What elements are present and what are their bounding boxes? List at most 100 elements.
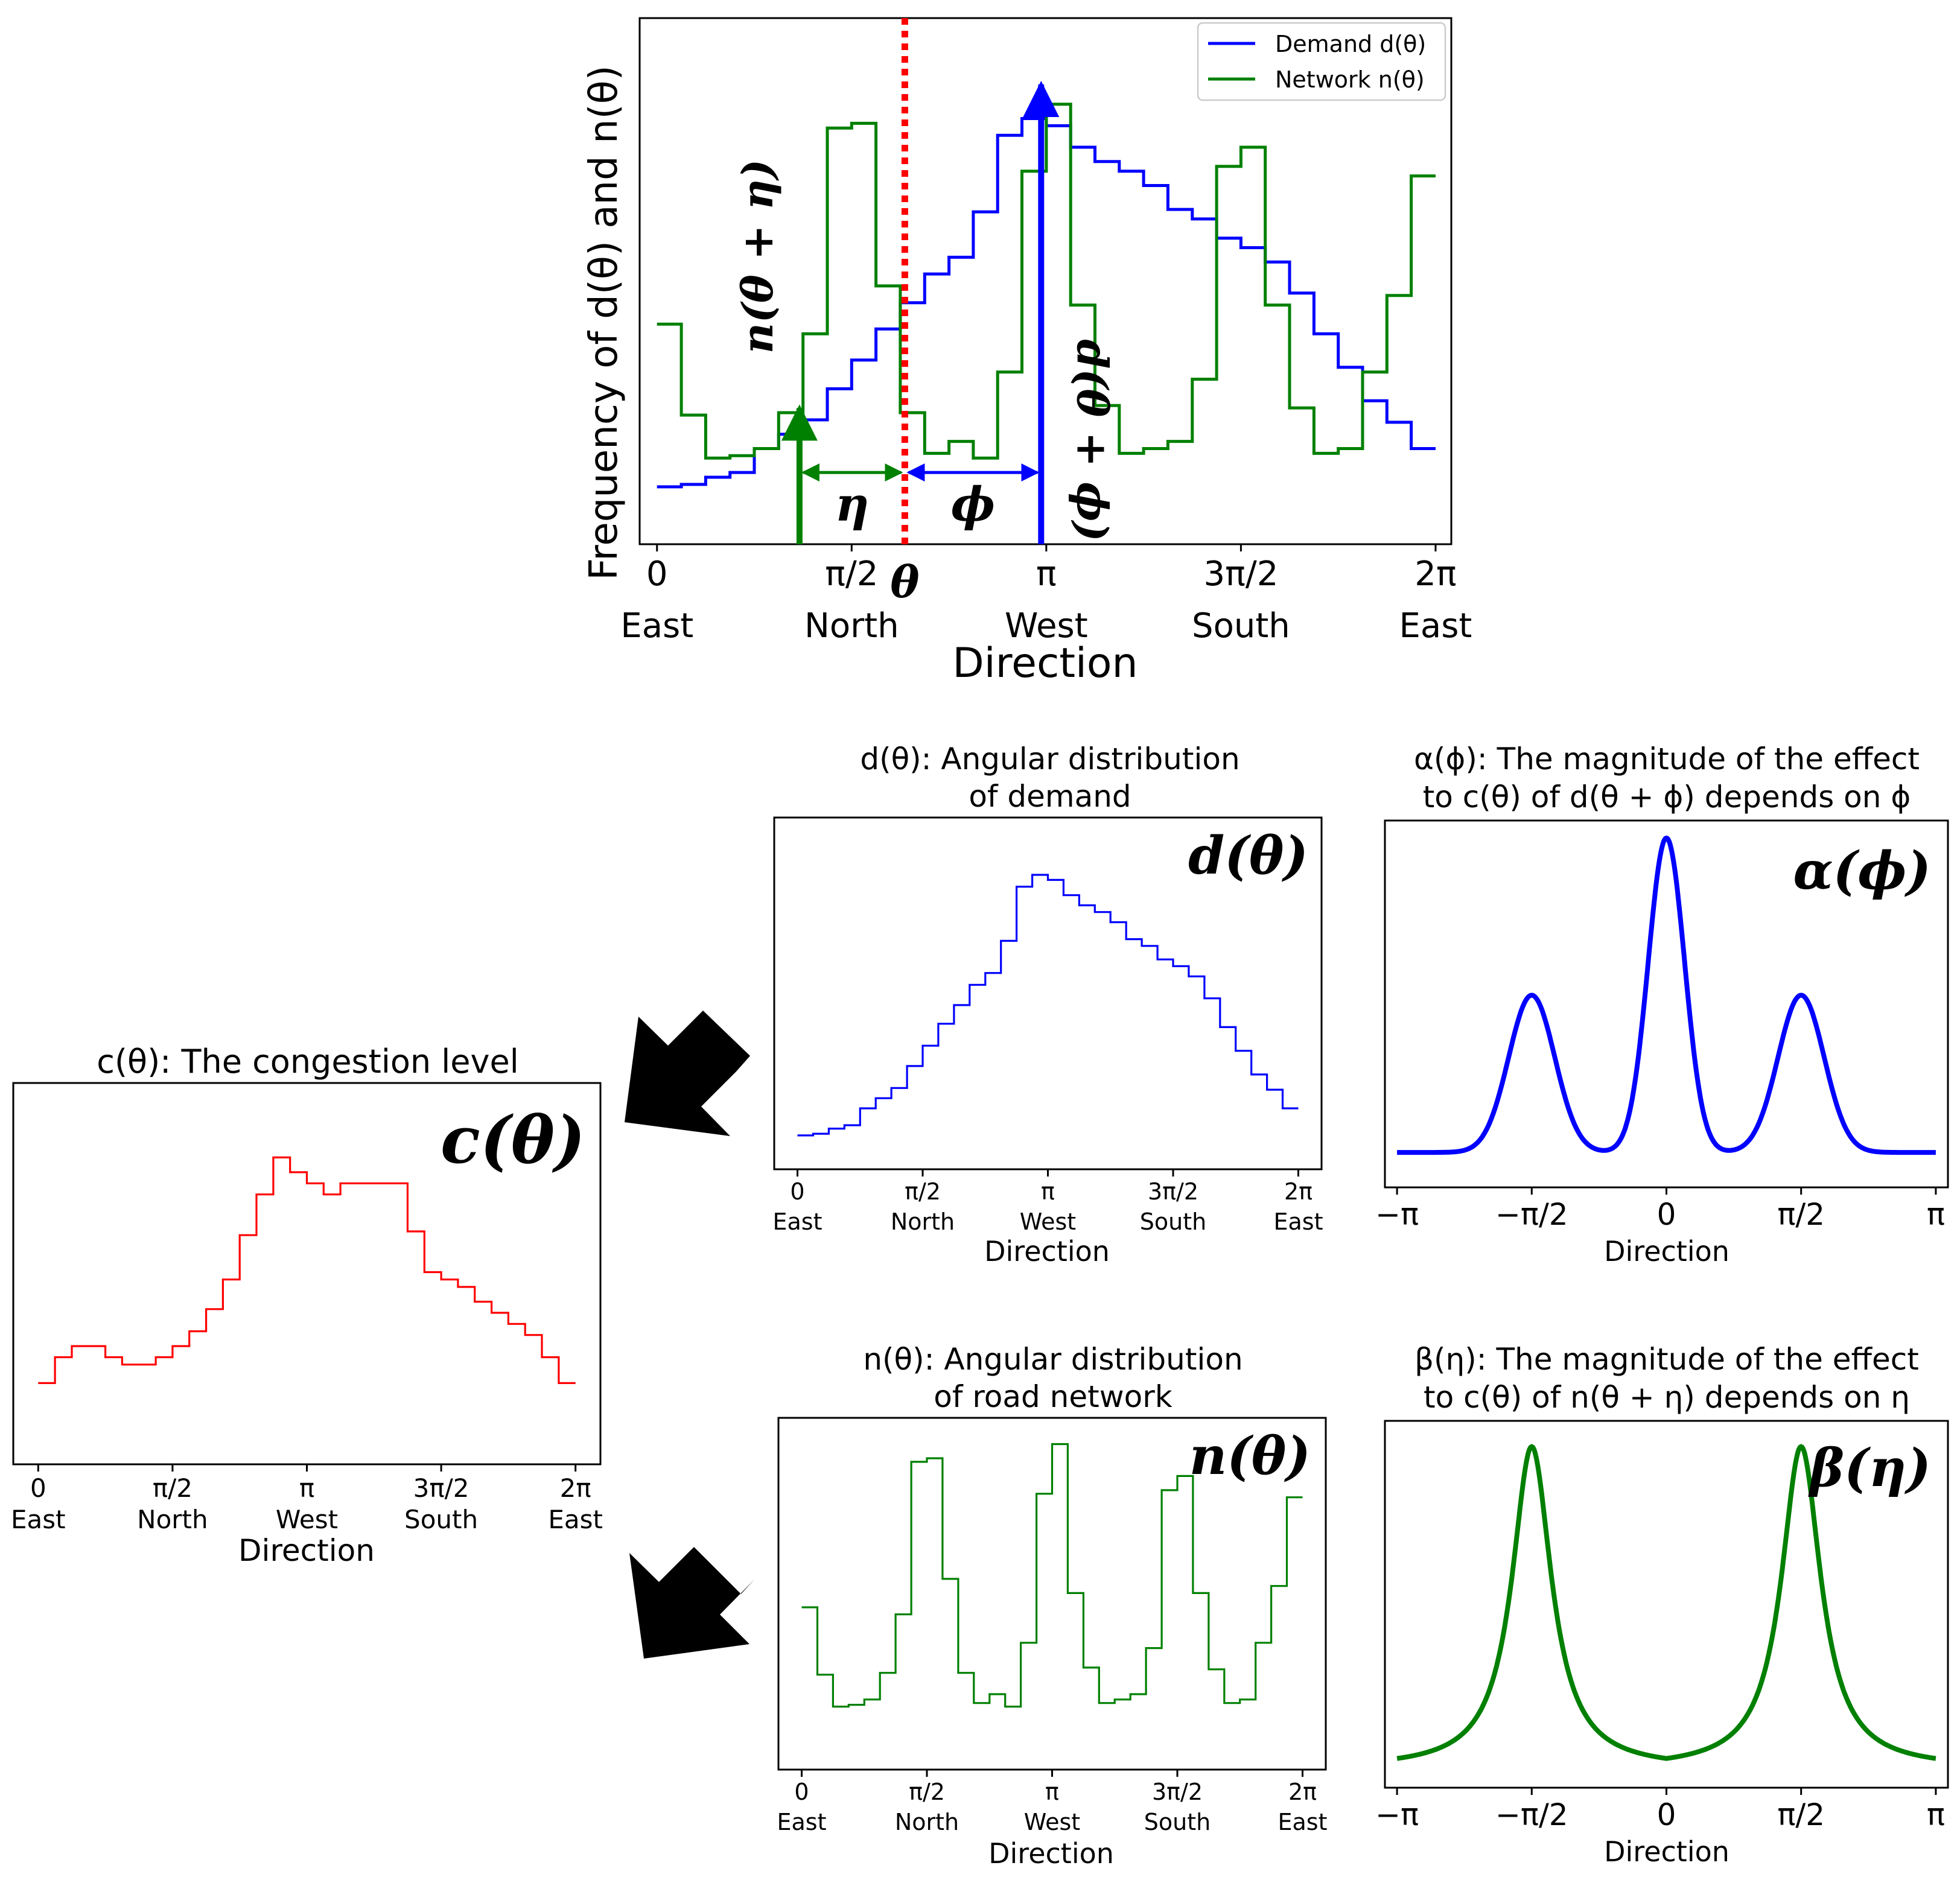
beta-tick-label: 0 (1657, 1797, 1676, 1832)
congestion-panel: c(θ): The congestion level 0Eastπ/2North… (11, 1043, 603, 1568)
alpha-tick-label: π (1927, 1197, 1945, 1232)
congestion-title: c(θ): The congestion level (97, 1043, 518, 1081)
network-title-line1: n(θ): Angular distribution (863, 1342, 1242, 1377)
demand-tick-direction-name: West (1020, 1208, 1076, 1235)
main-chart: η ϕ n(θ + η) d(θ + ϕ) 0 East π/2 North π West 3π/… (582, 17, 1472, 687)
network-tick-direction-name: East (777, 1809, 827, 1835)
demand-x-axis-label: Direction (984, 1235, 1110, 1268)
network-tick-label: 2π (1288, 1779, 1317, 1805)
demand-title-line2: of demand (969, 779, 1131, 814)
n-theta-eta-label: n(θ + η) (733, 159, 783, 354)
congestion-tag: c(θ) (441, 1102, 585, 1178)
demand-tick-label: 0 (790, 1178, 804, 1205)
alpha-x-ticks: −π −π/2 0 π/2 π (1375, 1187, 1945, 1232)
demand-tick-direction-name: North (891, 1208, 955, 1235)
beta-curve (1396, 1444, 1936, 1761)
demand-tick-direction-name: East (1273, 1208, 1323, 1235)
beta-tick-label: π (1927, 1797, 1945, 1832)
main-legend: Demand d(θ) Network n(θ) (1197, 22, 1446, 101)
demand-tick-label: π/2 (905, 1178, 941, 1205)
main-tick-label: 3π/2 (1203, 554, 1278, 594)
beta-x-ticks: −π −π/2 0 π/2 π (1375, 1788, 1945, 1832)
arrow-demand-to-congestion-icon (625, 1011, 750, 1136)
demand-tick-label: 2π (1284, 1178, 1312, 1205)
network-tick-direction-name: West (1024, 1809, 1080, 1835)
congestion-tick-label: 0 (30, 1473, 46, 1503)
demand-panel: d(θ): Angular distribution of demand 0 Ea… (773, 742, 1323, 1268)
congestion-tick-label: π (299, 1473, 314, 1503)
alpha-tick-label: 0 (1657, 1197, 1676, 1232)
beta-tick-label: −π (1375, 1797, 1419, 1832)
congestion-tick-direction-name: West (276, 1505, 338, 1534)
network-tick-direction-name: North (895, 1809, 959, 1835)
congestion-tick-label: 3π/2 (413, 1473, 469, 1503)
main-x-axis-label: Direction (952, 640, 1138, 687)
network-tick-label: π (1045, 1779, 1059, 1805)
alpha-tick-label: −π (1375, 1197, 1419, 1232)
alpha-tag: α(ϕ) (1793, 840, 1931, 901)
demand-plot-content (797, 874, 1299, 1137)
network-x-ticks: 0 East π/2 North π West 3π/2 South 2π East (777, 1770, 1327, 1835)
network-tick-label: 3π/2 (1152, 1779, 1203, 1805)
demand-tick-direction-name: East (773, 1208, 822, 1235)
congestion-plot-content (38, 1156, 576, 1384)
demand-tick-direction-name: South (1140, 1208, 1206, 1235)
beta-tag: β(η) (1808, 1438, 1931, 1499)
legend-demand-label: Demand d(θ) (1275, 31, 1426, 57)
congestion-tick-direction-name: East (548, 1505, 603, 1534)
alpha-title-line1: α(ϕ): The magnitude of the effect (1414, 742, 1920, 776)
network-tick-direction-name: East (1278, 1809, 1327, 1835)
alpha-panel: α(ϕ): The magnitude of the effect to c(θ… (1375, 742, 1949, 1268)
main-tick-label: π (1036, 554, 1057, 594)
main-tick-direction-name: East (1399, 606, 1472, 646)
demand-series-line (797, 874, 1299, 1137)
alpha-tick-label: π/2 (1777, 1197, 1825, 1232)
phi-label: ϕ (951, 477, 995, 532)
beta-title-line2: to c(θ) of n(θ + η) depends on η (1424, 1380, 1910, 1415)
network-plot-content (801, 1443, 1303, 1708)
legend-frame (1197, 22, 1446, 101)
main-tick-direction-name: East (620, 606, 693, 646)
alpha-tick-label: −π/2 (1495, 1197, 1568, 1232)
congestion-tick-label: 2π (560, 1473, 591, 1503)
main-tick-direction-name: North (804, 606, 899, 646)
main-x-ticks: 0 East π/2 North π West 3π/2 South 2π East θ (620, 544, 1472, 646)
demand-tick-label: π (1041, 1178, 1055, 1205)
beta-tick-label: −π/2 (1495, 1797, 1568, 1832)
alpha-x-axis-label: Direction (1604, 1235, 1729, 1268)
network-tick-label: π/2 (909, 1779, 945, 1805)
congestion-tick-direction-name: East (11, 1505, 66, 1534)
network-x-axis-label: Direction (988, 1837, 1114, 1870)
main-plot-content: η ϕ n(θ + η) d(θ + ϕ) (657, 18, 1436, 544)
network-tag: n(θ) (1189, 1426, 1311, 1487)
main-tick-direction-name: West (1005, 606, 1088, 646)
alpha-title-line2: to c(θ) of d(θ + ϕ) depends on ϕ (1423, 780, 1911, 815)
alpha-curve (1397, 835, 1936, 1155)
arrow-network-to-congestion-icon (629, 1547, 754, 1659)
beta-title-line1: β(η): The magnitude of the effect (1414, 1342, 1919, 1377)
congestion-tick-direction-name: North (137, 1505, 208, 1534)
network-title-line2: of road network (934, 1379, 1172, 1414)
congestion-series-line (38, 1156, 576, 1384)
network-series-line (801, 1443, 1303, 1708)
congestion-tick-direction-name: South (404, 1505, 478, 1534)
alpha-plot-content (1397, 835, 1936, 1155)
main-tick-label: π/2 (825, 554, 878, 594)
demand-tick-label: 3π/2 (1148, 1178, 1198, 1205)
legend-network-label: Network n(θ) (1275, 66, 1425, 93)
main-tick-label: 2π (1414, 554, 1456, 594)
congestion-x-axis-label: Direction (238, 1533, 375, 1568)
beta-panel: β(η): The magnitude of the effect to c(θ… (1375, 1342, 1949, 1868)
theta-tick-label: θ (890, 556, 919, 608)
main-y-axis-label: Frequency of d(θ) and n(θ) (582, 65, 626, 580)
beta-plot-content (1396, 1444, 1936, 1761)
demand-x-ticks: 0 East π/2 North π West 3π/2 South 2π East (773, 1169, 1323, 1235)
eta-label: η (835, 477, 870, 532)
beta-tick-label: π/2 (1777, 1797, 1825, 1832)
demand-tag: d(θ) (1188, 825, 1308, 886)
main-tick-direction-name: South (1192, 606, 1290, 646)
congestion-tick-label: π/2 (153, 1473, 192, 1503)
network-panel: n(θ): Angular distribution of road netwo… (777, 1342, 1328, 1870)
